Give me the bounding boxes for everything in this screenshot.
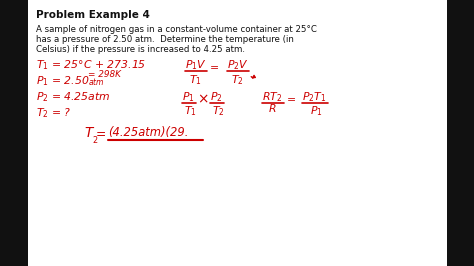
Text: T$_1$ = 25$°$C + 273.15: T$_1$ = 25$°$C + 273.15 (36, 58, 146, 72)
Text: RT$_2$: RT$_2$ (262, 90, 283, 104)
Text: T$_1$: T$_1$ (189, 73, 202, 87)
Text: A sample of nitrogen gas in a constant-volume container at 25°C: A sample of nitrogen gas in a constant-v… (36, 25, 317, 34)
Text: = 298K: = 298K (88, 70, 121, 79)
Text: P$_1$ = 2.50$_{\mathregular{atm}}$: P$_1$ = 2.50$_{\mathregular{atm}}$ (36, 74, 105, 88)
Text: P$_2$T$_1$: P$_2$T$_1$ (302, 90, 327, 104)
Text: =: = (287, 95, 296, 105)
Text: P$_1$V: P$_1$V (185, 58, 207, 72)
Text: T: T (84, 126, 92, 140)
Text: (4.25atm)(29.: (4.25atm)(29. (108, 126, 188, 139)
Bar (447, 0, 474, 266)
Text: =: = (96, 128, 106, 141)
Text: P$_1$: P$_1$ (182, 90, 195, 104)
Text: has a pressure of 2.50 atm.  Determine the temperature (in: has a pressure of 2.50 atm. Determine th… (36, 35, 294, 44)
Text: =: = (210, 63, 219, 73)
Text: Problem Example 4: Problem Example 4 (36, 10, 150, 20)
Text: 2: 2 (92, 136, 97, 145)
Text: T$_2$ = ?: T$_2$ = ? (36, 106, 72, 120)
Text: P$_1$: P$_1$ (310, 104, 323, 118)
Text: P$_2$ = 4.25atm: P$_2$ = 4.25atm (36, 90, 110, 104)
Text: Celsius) if the pressure is increased to 4.25 atm.: Celsius) if the pressure is increased to… (36, 45, 245, 54)
Text: P$_2$: P$_2$ (210, 90, 223, 104)
Text: R: R (269, 104, 276, 114)
Text: T$_2$: T$_2$ (231, 73, 244, 87)
Bar (0, 0, 28, 266)
Text: T$_2$: T$_2$ (212, 104, 225, 118)
Text: P$_2$V: P$_2$V (227, 58, 249, 72)
Text: $\times$: $\times$ (197, 92, 209, 106)
Text: T$_1$: T$_1$ (184, 104, 197, 118)
